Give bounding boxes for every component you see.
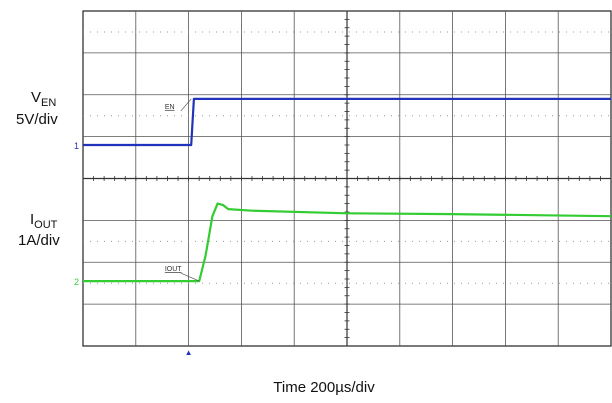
iout-label: IOUT [30,211,58,231]
iout-channel-tag: IOUT [165,266,182,273]
iout-ground-marker: 2 [74,277,79,287]
trigger-position-marker: ▲ [185,348,193,357]
ven-trace [83,97,611,147]
iout-scale: 1A/div [18,232,60,249]
ven-channel-tag: EN [165,104,175,111]
ven-label: VEN [31,89,56,109]
channel-tag-leader [180,98,192,112]
x-axis-label: Time 200µs/div [273,379,375,396]
ven-ground-marker: 1 [74,141,79,151]
scope-traces [83,97,612,283]
iout-trace [83,202,612,283]
scope-grid [82,10,612,347]
ven-scale: 5V/div [16,111,58,128]
channel-tag-leader [180,272,200,282]
scope-markers: 1 EN 2 IOUT ▲ [74,98,200,357]
